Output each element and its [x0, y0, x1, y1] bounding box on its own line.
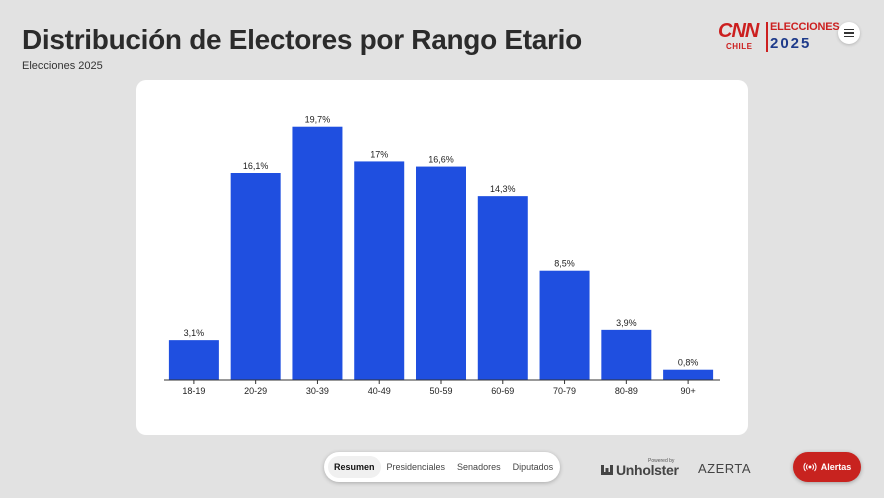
chart-card: 3,1% 18-19 16,1% 20-29 19,7% 30-39 17% 40-49 16,… — [136, 80, 748, 435]
bar-chart: 3,1% 18-19 16,1% 20-29 19,7% 30-39 17% 40-49 16,… — [164, 115, 720, 396]
hamburger-icon — [844, 29, 854, 37]
broadcast-icon — [803, 462, 817, 472]
bar-80-89[interactable] — [601, 329, 652, 380]
unholster-logo[interactable]: Powered by Unholster — [600, 458, 684, 480]
x-tick-label-20-29: 20-29 — [244, 386, 267, 396]
tab-resumen[interactable]: Resumen — [328, 456, 381, 478]
x-tick-label-60-69: 60-69 — [491, 386, 514, 396]
hamburger-menu-button[interactable] — [838, 22, 860, 44]
logo-line1: ELECCIONES — [770, 21, 840, 33]
section-tabs: Resumen Presidenciales Senadores Diputad… — [324, 452, 560, 482]
bar-90+[interactable] — [663, 369, 714, 380]
data-label-80-89: 3,9% — [616, 318, 637, 328]
unholster-name: Unholster — [616, 462, 679, 478]
azerta-logo[interactable]: AZERTA — [698, 461, 752, 476]
data-label-50-59: 16,6% — [428, 155, 454, 165]
alerts-button[interactable]: Alertas — [793, 452, 861, 482]
x-tick-label-50-59: 50-59 — [429, 386, 452, 396]
logo-divider — [766, 22, 768, 52]
x-tick-label-90+: 90+ — [680, 386, 695, 396]
x-tick-label-70-79: 70-79 — [553, 386, 576, 396]
data-label-60-69: 14,3% — [490, 184, 516, 194]
logo-country: CHILE — [726, 42, 753, 51]
bar-50-59[interactable] — [416, 166, 466, 380]
data-label-18-19: 3,1% — [184, 328, 205, 338]
bar-70-79[interactable] — [539, 270, 590, 380]
x-tick-label-30-39: 30-39 — [306, 386, 329, 396]
data-label-40-49: 17% — [370, 149, 388, 159]
bar-30-39[interactable] — [292, 126, 343, 380]
bar-18-19[interactable] — [168, 340, 219, 380]
data-label-20-29: 16,1% — [243, 161, 269, 171]
bar-20-29[interactable] — [230, 173, 281, 380]
bar-60-69[interactable] — [477, 196, 528, 380]
data-label-90+: 0,8% — [678, 358, 699, 368]
cnn-elecciones-logo[interactable]: CNN CHILE ELECCIONES 2025 — [718, 20, 840, 54]
page-subtitle: Elecciones 2025 — [22, 60, 103, 72]
alerts-label: Alertas — [820, 462, 852, 472]
powered-by-text: Powered by — [648, 458, 675, 464]
page-title: Distribución de Electores por Rango Etar… — [22, 24, 582, 55]
data-label-30-39: 19,7% — [305, 115, 331, 125]
logo-brand: CNN — [718, 20, 759, 42]
x-tick-label-40-49: 40-49 — [368, 386, 391, 396]
x-tick-label-80-89: 80-89 — [615, 386, 638, 396]
x-tick-label-18-19: 18-19 — [182, 386, 205, 396]
tab-diputados[interactable]: Diputados — [512, 462, 554, 472]
data-label-70-79: 8,5% — [554, 259, 575, 269]
bar-40-49[interactable] — [354, 161, 405, 380]
unholster-icon — [601, 465, 613, 475]
logo-line2: 2025 — [770, 35, 812, 52]
tab-senadores[interactable]: Senadores — [457, 462, 501, 472]
tab-presidenciales[interactable]: Presidenciales — [386, 462, 446, 472]
